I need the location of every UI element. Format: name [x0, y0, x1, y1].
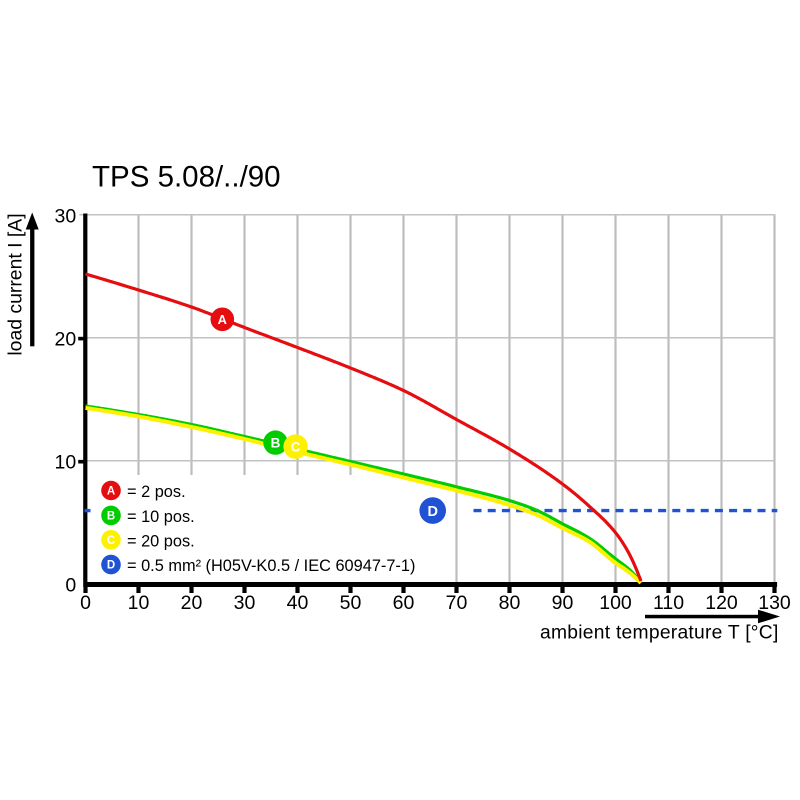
svg-text:B: B — [271, 436, 281, 451]
svg-text:= 2 pos.: = 2 pos. — [127, 483, 186, 501]
svg-text:100: 100 — [599, 592, 632, 614]
svg-text:0: 0 — [65, 574, 76, 596]
svg-text:B: B — [107, 511, 115, 523]
svg-text:ambient temperature T [°C]: ambient temperature T [°C] — [540, 623, 779, 644]
svg-text:= 0.5 mm² (H05V-K0.5 / IEC 609: = 0.5 mm² (H05V-K0.5 / IEC 60947-7-1) — [127, 557, 415, 575]
svg-text:A: A — [107, 486, 115, 498]
svg-text:load current I [A]: load current I [A] — [5, 213, 27, 355]
svg-text:TPS 5.08/../90: TPS 5.08/../90 — [92, 161, 281, 194]
svg-text:20: 20 — [181, 592, 203, 614]
svg-text:C: C — [291, 440, 301, 455]
svg-text:130: 130 — [758, 592, 791, 614]
svg-text:30: 30 — [54, 206, 76, 228]
svg-text:50: 50 — [340, 592, 362, 614]
svg-text:D: D — [107, 560, 115, 572]
svg-text:20: 20 — [54, 328, 76, 350]
svg-text:A: A — [218, 312, 227, 327]
svg-text:10: 10 — [128, 592, 150, 614]
svg-text:90: 90 — [552, 592, 574, 614]
svg-text:40: 40 — [287, 592, 309, 614]
svg-text:C: C — [107, 535, 115, 547]
svg-text:110: 110 — [653, 592, 684, 614]
svg-text:80: 80 — [499, 592, 521, 614]
svg-text:0: 0 — [80, 592, 91, 614]
svg-text:30: 30 — [234, 592, 256, 614]
svg-text:= 10 pos.: = 10 pos. — [127, 508, 195, 526]
svg-text:120: 120 — [705, 592, 738, 614]
svg-text:10: 10 — [54, 452, 76, 474]
svg-text:= 20 pos.: = 20 pos. — [127, 532, 195, 550]
svg-text:D: D — [427, 504, 437, 520]
svg-text:70: 70 — [446, 592, 468, 614]
svg-text:60: 60 — [393, 592, 415, 614]
